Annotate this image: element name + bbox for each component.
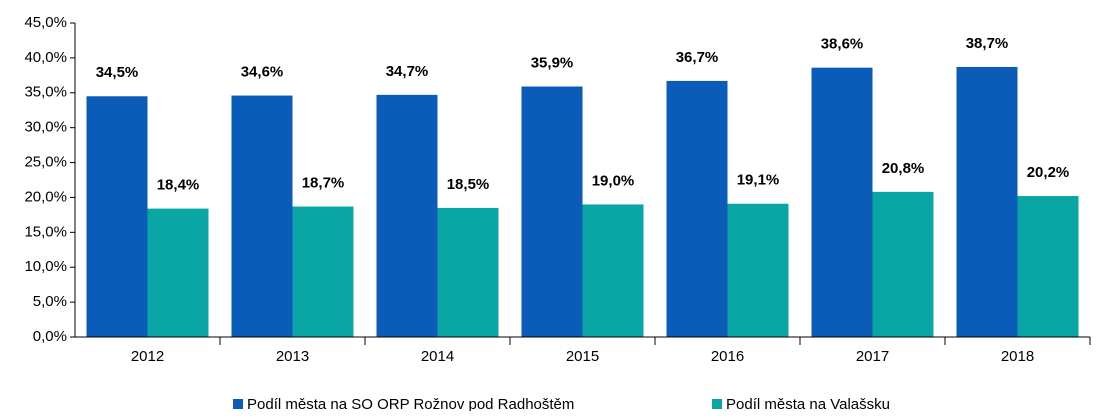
x-tick-label: 2012 [131, 348, 164, 365]
bar [437, 207, 499, 337]
legend-label: Podíl města na Valašsku [726, 396, 890, 411]
y-tick-label: 5,0% [33, 293, 67, 310]
y-tick-label: 10,0% [24, 258, 67, 275]
legend-swatch [712, 399, 722, 409]
data-label: 19,1% [737, 172, 780, 189]
data-label: 38,6% [821, 36, 864, 53]
y-tick-label: 25,0% [24, 154, 67, 171]
x-tick-label: 2014 [421, 348, 454, 365]
bar [666, 80, 728, 337]
bar [956, 66, 1018, 338]
bar [727, 203, 789, 337]
y-tick-label: 45,0% [24, 14, 67, 31]
data-label: 36,7% [676, 49, 719, 66]
data-label: 18,5% [447, 176, 490, 193]
data-label: 20,2% [1027, 164, 1070, 181]
data-label: 18,4% [157, 177, 200, 194]
bar [1017, 196, 1079, 337]
x-tick-label: 2017 [856, 348, 889, 365]
bar [147, 208, 209, 337]
legend-swatch [233, 399, 243, 409]
bar [582, 204, 644, 337]
y-tick-label: 0,0% [33, 328, 67, 345]
data-label: 20,8% [882, 160, 925, 177]
x-tick-label: 2018 [1001, 348, 1034, 365]
bar [872, 191, 934, 337]
data-label: 38,7% [966, 35, 1009, 52]
bar [521, 86, 583, 338]
legend-label: Podíl města na SO ORP Rožnov pod Radhošt… [247, 396, 574, 411]
y-tick-label: 15,0% [24, 223, 67, 240]
y-tick-label: 35,0% [24, 84, 67, 101]
bar [86, 96, 148, 338]
data-label: 34,6% [241, 64, 284, 81]
x-tick-label: 2015 [566, 348, 599, 365]
bar [811, 67, 873, 337]
y-tick-label: 30,0% [24, 119, 67, 136]
data-label: 19,0% [592, 172, 635, 189]
data-label: 34,7% [386, 63, 429, 80]
bar [292, 206, 354, 337]
data-label: 35,9% [531, 54, 574, 71]
x-tick-label: 2013 [276, 348, 309, 365]
y-tick-label: 40,0% [24, 49, 67, 66]
x-tick-label: 2016 [711, 348, 744, 365]
bar [231, 95, 293, 338]
data-label: 18,7% [302, 174, 345, 191]
y-tick-label: 20,0% [24, 188, 67, 205]
data-label: 34,5% [96, 64, 139, 81]
bar [376, 94, 438, 337]
